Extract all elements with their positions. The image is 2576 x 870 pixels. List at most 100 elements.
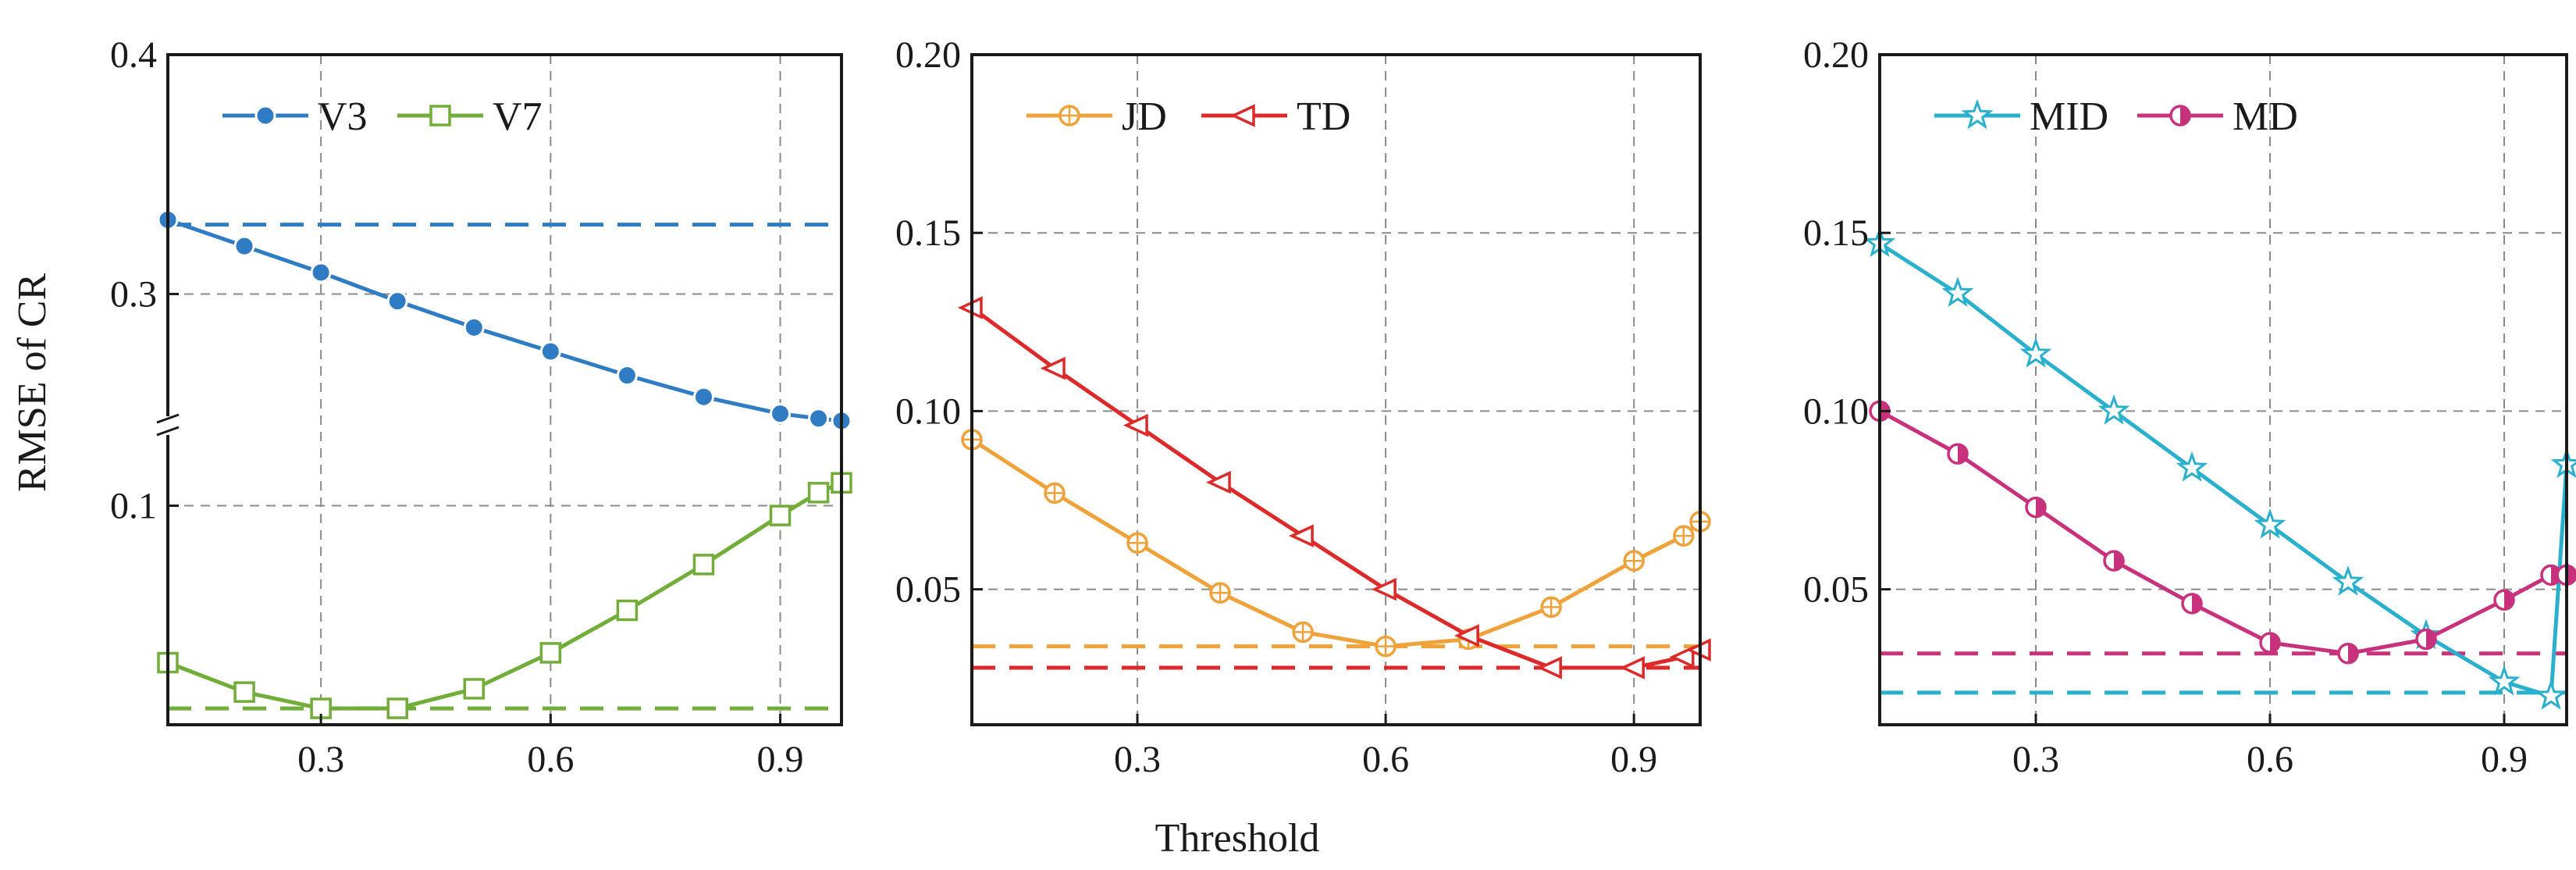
legend: V3 V7 xyxy=(222,94,543,139)
x-tick-label: 0.6 xyxy=(2247,739,2293,780)
data-point-v3 xyxy=(233,235,255,257)
data-point-md xyxy=(2103,550,2125,572)
plot-frame xyxy=(1878,53,2568,726)
x-tick-label: 0.3 xyxy=(2012,739,2059,780)
data-point-mid xyxy=(1941,276,1974,308)
chart-panel-2: 0.3 0.6 0.9 0.05 0.10 0.15 0.20 JD TD xyxy=(895,34,1711,780)
data-point-td xyxy=(1620,656,1645,679)
legend-marker-td xyxy=(1229,104,1255,127)
x-tick-label: 0.6 xyxy=(527,739,574,780)
x-tick-label: 0.3 xyxy=(1114,739,1161,780)
y-tick-label: 0.05 xyxy=(895,569,961,611)
data-point-v3 xyxy=(539,341,561,362)
series-md xyxy=(1869,400,2576,665)
data-point-md xyxy=(2025,496,2047,519)
data-point-v7 xyxy=(807,482,830,504)
grid xyxy=(972,55,1700,725)
series-jd xyxy=(961,429,1711,658)
data-point-jd xyxy=(1375,635,1397,658)
data-point-mid xyxy=(2332,565,2364,596)
data-point-td xyxy=(1123,413,1148,437)
legend: JD TD xyxy=(1026,94,1350,139)
legend-marker-md xyxy=(2169,105,2191,127)
legend-marker-jd xyxy=(1059,105,1080,127)
plot-frame xyxy=(166,53,843,726)
data-point-v7 xyxy=(539,642,562,664)
data-point-v3 xyxy=(770,403,792,425)
legend-label-v3: V3 xyxy=(318,94,368,139)
data-point-td xyxy=(1453,624,1479,647)
data-point-jd xyxy=(1540,596,1562,619)
data-point-v7 xyxy=(692,554,715,576)
data-point-jd xyxy=(1126,532,1148,554)
data-point-jd xyxy=(1623,550,1645,572)
data-point-v3 xyxy=(463,316,485,338)
data-point-md xyxy=(2337,642,2359,665)
data-point-jd xyxy=(1044,482,1066,505)
data-point-md xyxy=(2415,628,2437,651)
axis-break-mark xyxy=(156,413,180,437)
data-point-mid xyxy=(2488,665,2521,696)
data-point-jd xyxy=(1209,582,1231,604)
series-line-v3 xyxy=(167,218,842,423)
y-tick-label: 0.20 xyxy=(895,34,961,76)
y-axis-label: RMSE of CR xyxy=(10,273,55,493)
y-tick-label: 0.10 xyxy=(895,390,961,432)
data-point-td xyxy=(1669,645,1695,669)
y-tick-label: 0.3 xyxy=(110,273,157,315)
data-point-td xyxy=(1288,524,1314,547)
data-point-v7 xyxy=(769,505,792,526)
series-td xyxy=(957,296,1711,679)
y-tick-label: 0.05 xyxy=(1803,569,1869,611)
data-point-md xyxy=(2181,593,2203,615)
y-tick-label: 0.10 xyxy=(1803,390,1869,432)
grid xyxy=(1880,55,2567,725)
chart-panels: 0.3 0.6 0.90.10.30.4V3 V70.3 0.6 0.90.050.100… xyxy=(110,34,2576,780)
data-point-v3 xyxy=(692,386,714,408)
chart-panel-3: 0.3 0.6 0.9 0.05 0.10 0.15 0.20 MID MD xyxy=(1803,34,2576,780)
legend: MID MD xyxy=(1934,94,2298,139)
data-point-mid xyxy=(2019,337,2052,368)
x-tick-label: 0.9 xyxy=(757,739,804,780)
data-point-jd xyxy=(1292,621,1314,644)
legend-label-v7: V7 xyxy=(493,94,543,139)
y-tick-label: 0.20 xyxy=(1803,34,1869,76)
y-tick-label: 0.15 xyxy=(1803,212,1869,254)
data-point-td xyxy=(1040,356,1066,380)
series-mid xyxy=(1863,226,2576,710)
data-point-mid xyxy=(2535,679,2567,710)
series-v3 xyxy=(157,209,852,432)
legend-label-mid: MID xyxy=(2030,94,2108,139)
grid xyxy=(168,55,841,725)
data-point-mid xyxy=(2550,447,2576,479)
data-point-v7 xyxy=(463,678,486,700)
plot-frame xyxy=(970,53,1702,726)
x-tick-label: 0.6 xyxy=(1362,739,1409,780)
data-point-td xyxy=(1205,470,1231,494)
legend-marker-v7 xyxy=(429,105,451,127)
legend-label-md: MD xyxy=(2233,94,2298,139)
data-point-td xyxy=(1371,577,1397,601)
data-point-v3 xyxy=(386,291,408,312)
x-tick-label: 0.9 xyxy=(2481,739,2528,780)
data-point-v7 xyxy=(616,599,639,622)
data-point-v7 xyxy=(386,697,408,719)
data-point-td xyxy=(1536,656,1562,679)
y-tick-label: 0.4 xyxy=(110,34,157,76)
data-point-v3 xyxy=(808,408,830,430)
data-point-mid xyxy=(2176,451,2208,482)
data-point-v3 xyxy=(310,262,332,283)
legend-marker-v3 xyxy=(254,105,276,127)
series-line-md xyxy=(1878,409,2567,656)
x-tick-label: 0.3 xyxy=(297,739,344,780)
data-point-v3 xyxy=(616,365,638,387)
legend-marker-mid xyxy=(1961,98,1994,130)
data-point-v7 xyxy=(233,681,255,703)
y-tick-label: 0.1 xyxy=(110,486,157,527)
x-tick-label: 0.9 xyxy=(1610,739,1657,780)
series-line-v7 xyxy=(167,480,842,711)
series-line-td xyxy=(970,305,1701,670)
series-line-jd xyxy=(970,437,1702,649)
data-point-jd xyxy=(1673,525,1695,547)
